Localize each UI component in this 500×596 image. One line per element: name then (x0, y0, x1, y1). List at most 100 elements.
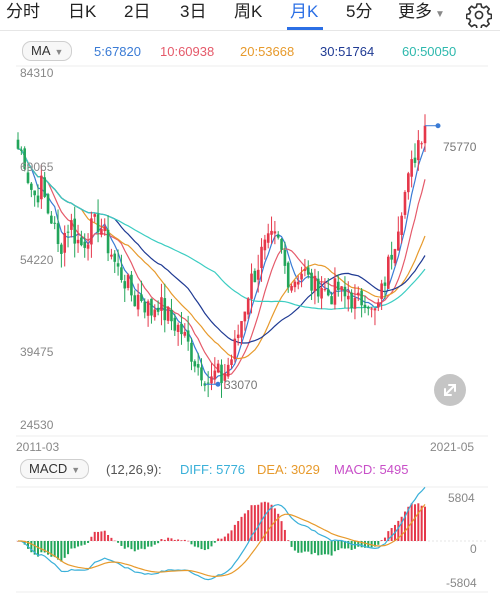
candle-body (126, 274, 130, 288)
macd-bar (380, 540, 383, 541)
candle-body (170, 309, 173, 322)
macd-bar (263, 501, 266, 541)
candle-body (66, 231, 70, 233)
high-price-label: 75770 (443, 140, 477, 154)
tab-more-label: 更多 (398, 2, 432, 21)
candle-body (333, 278, 337, 305)
macd-bar (343, 541, 346, 549)
candle-body (20, 149, 23, 151)
ma60-line (17, 148, 426, 310)
tab-monthly-k[interactable]: 月K (290, 2, 319, 21)
candle-body (116, 263, 120, 267)
macd-bar (150, 541, 153, 547)
end-date-label: 2021-05 (430, 440, 475, 454)
macd-bar (120, 541, 123, 546)
candle-body (120, 267, 123, 280)
macd-bar (210, 541, 213, 547)
tab-2-day[interactable]: 2日 (124, 2, 151, 21)
candle-body (246, 298, 250, 315)
fullscreen-button[interactable] (434, 374, 466, 406)
macd-bar (73, 541, 76, 549)
macd-selector[interactable]: MACD ▼ (20, 459, 90, 479)
tab-5-min[interactable]: 5分 (346, 2, 373, 21)
macd-bar (317, 541, 320, 556)
candle-body (150, 298, 153, 316)
macd-bar (190, 541, 193, 545)
macd-bar (90, 536, 93, 541)
candle-body (23, 148, 26, 169)
ma20-value: 20:53668 (240, 44, 295, 59)
ma10-line (17, 148, 426, 376)
macd-lines (17, 486, 426, 581)
macd-bar (103, 530, 106, 541)
candle-body (93, 214, 97, 217)
candle-body (196, 364, 200, 368)
candle-body (410, 159, 413, 177)
macd-bar (30, 541, 33, 553)
macd-bar (133, 541, 136, 552)
candle-body (253, 270, 257, 283)
macd-bar (307, 541, 310, 552)
macd-value: MACD: 5495 (334, 462, 409, 477)
tab-intraday[interactable]: 分时 (6, 2, 40, 21)
tab-more[interactable]: 更多 ▼ (398, 0, 445, 27)
candle-body (156, 307, 160, 312)
macd-bar (83, 541, 86, 545)
candle-body (403, 191, 407, 215)
candle-body (83, 241, 87, 248)
candle-body (73, 218, 77, 244)
candle-body (296, 281, 300, 285)
candle-body (397, 231, 400, 251)
candle-body (240, 321, 243, 338)
macd-bar (310, 541, 313, 555)
macd-bar (297, 541, 300, 553)
macd-bar (43, 541, 46, 553)
low-price-label: 33070 (224, 378, 258, 392)
candle-body (43, 177, 46, 197)
candle-body (387, 256, 390, 289)
macd-bar (93, 531, 96, 541)
candle-body (370, 308, 373, 310)
macd-bar (293, 541, 296, 551)
tab-daily-k[interactable]: 日K (68, 2, 97, 21)
macd-bar (110, 537, 113, 541)
expand-icon (444, 384, 456, 396)
candle-body (53, 222, 56, 224)
ma-selector[interactable]: MA ▼ (22, 41, 73, 61)
tab-weekly-k[interactable]: 周K (234, 2, 263, 21)
candle-body (413, 157, 417, 163)
price-axis-top: 84310 (20, 66, 54, 80)
candle-body (153, 309, 157, 318)
candle-body (123, 281, 127, 289)
ma30-value: 30:51764 (320, 44, 375, 59)
ma20-line (17, 148, 426, 360)
candle-body (76, 239, 80, 244)
candle-body (350, 292, 353, 308)
macd-bar (217, 538, 220, 541)
macd-bar (137, 541, 140, 550)
price-axis-bottom: 24530 (20, 418, 54, 432)
gear-icon[interactable] (466, 2, 492, 28)
macd-bar (257, 504, 260, 541)
candle-body (26, 172, 30, 183)
macd-bar (223, 536, 226, 541)
macd-bar (220, 538, 223, 541)
candle-body (213, 370, 217, 380)
tab-3-day[interactable]: 3日 (180, 2, 207, 21)
candle-body (60, 244, 63, 254)
candle-body (206, 382, 210, 384)
candle-body (423, 125, 427, 144)
ma30-line (17, 148, 426, 344)
candle-body (223, 373, 227, 381)
macd-bar (277, 513, 280, 541)
macd-bar (200, 541, 203, 550)
macd-bar (313, 541, 316, 553)
macd-bar (97, 531, 100, 541)
macd-bar (413, 504, 416, 541)
macd-bar (177, 539, 180, 541)
candle-body (50, 215, 53, 224)
macd-bar (160, 539, 163, 541)
low-marker-dot (215, 381, 221, 387)
macd-bar (67, 541, 70, 555)
